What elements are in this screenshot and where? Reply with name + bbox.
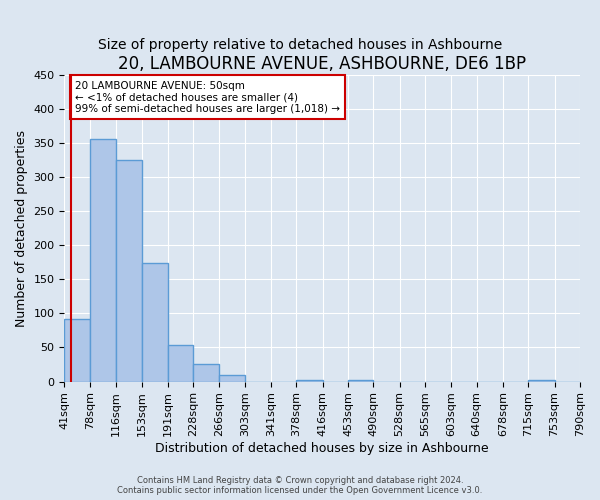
- Text: Size of property relative to detached houses in Ashbourne: Size of property relative to detached ho…: [98, 38, 502, 52]
- Bar: [296, 380, 323, 382]
- Bar: [348, 380, 373, 382]
- Text: Contains HM Land Registry data © Crown copyright and database right 2024.
Contai: Contains HM Land Registry data © Crown c…: [118, 476, 482, 495]
- Bar: [167, 346, 193, 382]
- Bar: [193, 364, 219, 382]
- Bar: [116, 160, 142, 382]
- Bar: [90, 138, 116, 382]
- Bar: [219, 376, 245, 382]
- Text: 20 LAMBOURNE AVENUE: 50sqm
← <1% of detached houses are smaller (4)
99% of semi-: 20 LAMBOURNE AVENUE: 50sqm ← <1% of deta…: [75, 80, 340, 114]
- X-axis label: Distribution of detached houses by size in Ashbourne: Distribution of detached houses by size …: [155, 442, 489, 455]
- Title: 20, LAMBOURNE AVENUE, ASHBOURNE, DE6 1BP: 20, LAMBOURNE AVENUE, ASHBOURNE, DE6 1BP: [118, 55, 526, 73]
- Bar: [64, 319, 90, 382]
- Y-axis label: Number of detached properties: Number of detached properties: [15, 130, 28, 326]
- Bar: [142, 263, 167, 382]
- Bar: [529, 380, 554, 382]
